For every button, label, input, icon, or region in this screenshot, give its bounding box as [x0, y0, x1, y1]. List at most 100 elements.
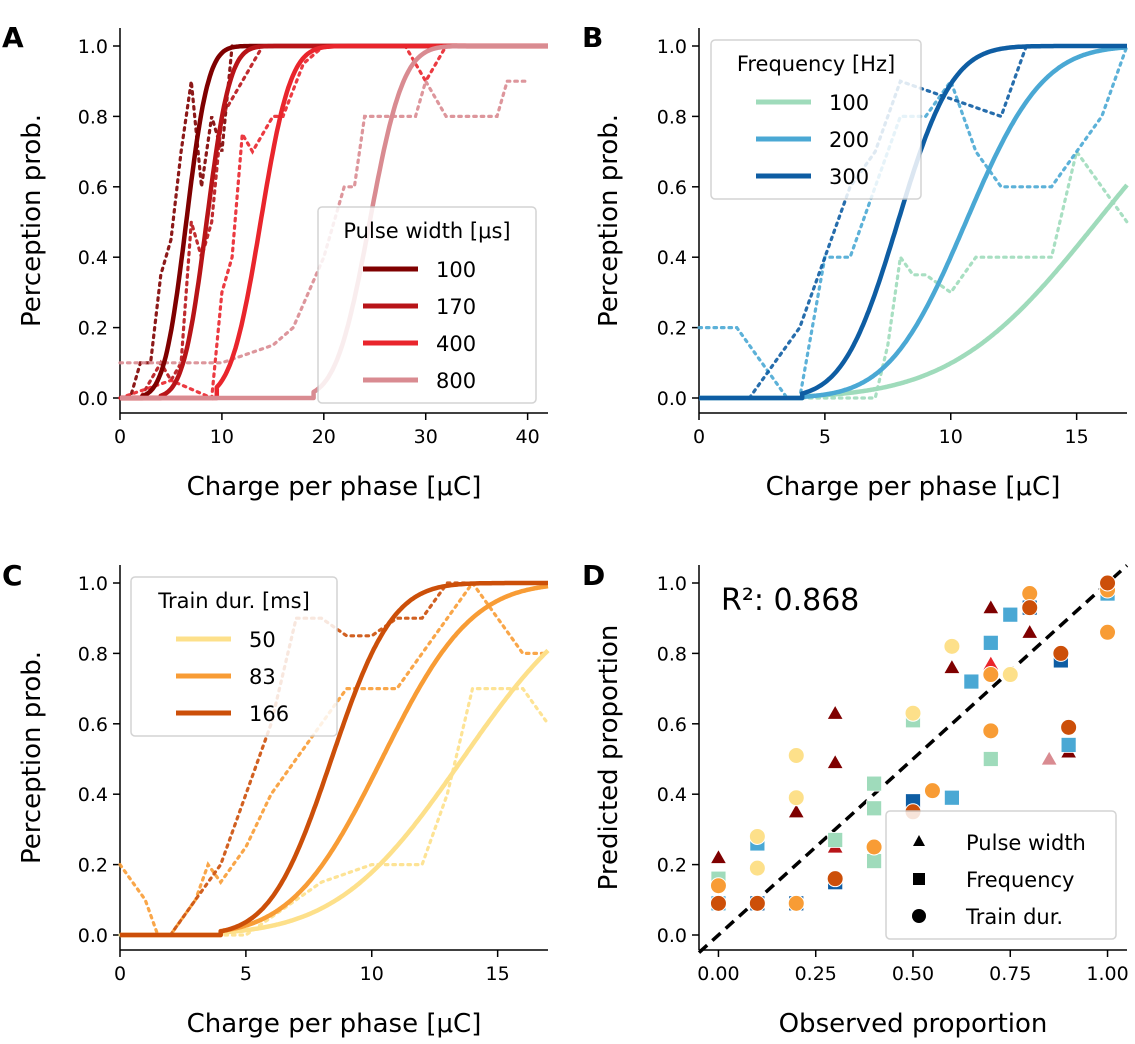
scatter-point [1099, 623, 1117, 641]
y-tick-label: 0.4 [78, 784, 108, 806]
scatter-point [982, 598, 1000, 615]
observed-line-200 [697, 44, 1129, 400]
scatter-point [827, 832, 844, 848]
y-axis-label: Predicted proportion [594, 625, 624, 891]
y-tick-label: 1.0 [657, 36, 687, 58]
x-axis-label: Charge per phase [μC] [187, 1009, 482, 1039]
scatter-point [866, 853, 882, 869]
scatter-point [944, 789, 960, 806]
legend-label: 166 [249, 702, 289, 726]
panel-letter: C [2, 559, 23, 592]
scatter-point [1021, 599, 1039, 617]
scatter-point [1021, 623, 1039, 639]
x-tick-label: 5 [240, 963, 252, 985]
x-tick-label: 0.25 [795, 963, 837, 985]
x-axis-label: Observed proportion [779, 1009, 1048, 1039]
x-tick-label: 15 [1065, 426, 1089, 448]
y-tick-label: 0.4 [78, 247, 108, 269]
y-tick-label: 0.6 [78, 714, 108, 736]
r-squared-annotation: R²: 0.868 [721, 583, 859, 618]
scatter-point [865, 838, 883, 856]
y-tick-label: 0.6 [657, 177, 687, 199]
x-tick-label: 10 [210, 426, 234, 448]
legend-marker [913, 873, 925, 885]
identity-line [697, 564, 1129, 954]
y-tick-label: 0.6 [657, 714, 687, 736]
panel-a: A 0.0 0.2 0.4 0.6 0.8 1.0 0 10 20 30 40 Charge per p… [2, 21, 549, 502]
y-tick-label: 0.0 [657, 925, 687, 947]
legend: Pulse width [μs] 100 170 400 800 [317, 206, 537, 404]
y-tick-label: 0.0 [78, 388, 108, 410]
y-tick-label: 0.2 [78, 318, 108, 340]
y-tick-label: 0.8 [78, 106, 108, 128]
panel-letter: B [582, 21, 603, 54]
legend-title: Train dur. [ms] [157, 589, 310, 613]
x-axis-label: Charge per phase [μC] [187, 472, 482, 502]
scatter-point [904, 704, 922, 722]
scatter-point [1060, 737, 1077, 753]
observed-line-800 [118, 77, 530, 365]
legend-label: 83 [249, 665, 276, 689]
scatter-point [1052, 644, 1070, 662]
legend-box [710, 39, 922, 200]
scatter-point [1099, 574, 1117, 592]
legend: Train dur. [ms] 50 83 166 [130, 576, 338, 737]
scatter-point [1040, 750, 1058, 766]
panel-c: C 0.0 0.2 0.4 0.6 0.8 1.0 0 5 10 15 Charge per phas… [2, 559, 550, 1039]
scatter-point [982, 751, 999, 767]
x-tick-label: 30 [414, 426, 438, 448]
scatter-point [982, 722, 1000, 740]
y-axis-label: Perception prob. [17, 114, 47, 327]
fit-curve-166 [119, 580, 549, 938]
scatter-point [943, 658, 961, 674]
panel-b: B 0.0 0.2 0.4 0.6 0.8 1.0 0 5 10 15 Charge per phas… [582, 21, 1129, 502]
legend-label: 100 [436, 258, 476, 282]
scatter-point [826, 870, 844, 888]
observed-line-100 [118, 44, 234, 400]
legend-label: 100 [829, 91, 869, 115]
scatter-point [787, 894, 805, 912]
observed-line-170 [118, 44, 428, 400]
scatter-point [709, 848, 728, 864]
y-tick-label: 1.0 [78, 573, 108, 595]
observed-line-400 [118, 44, 530, 401]
y-tick-label: 0.8 [657, 106, 687, 128]
legend: Frequency [Hz] 100 200 300 [710, 39, 922, 200]
y-tick-label: 0.8 [78, 643, 108, 665]
y-tick-label: 0.0 [657, 388, 687, 410]
y-tick-label: 0.4 [657, 784, 687, 806]
scatter-point [866, 800, 882, 817]
scatter-point [943, 637, 961, 655]
x-tick-label: 0 [114, 963, 126, 985]
legend-marker [913, 835, 925, 846]
y-axis-label: Perception prob. [17, 651, 47, 864]
legend-title: Frequency [Hz] [737, 52, 895, 76]
scatter-point [787, 802, 805, 819]
y-tick-label: 1.0 [78, 36, 108, 58]
x-tick-label: 10 [939, 426, 963, 448]
legend-title: Pulse width [μs] [343, 219, 510, 243]
y-tick-label: 0.8 [657, 643, 687, 665]
panel-letter: A [2, 21, 24, 54]
y-tick-label: 0.2 [657, 855, 687, 877]
legend-box [130, 576, 338, 737]
y-tick-label: 0.2 [657, 318, 687, 340]
y-tick-label: 0.2 [78, 855, 108, 877]
panel-letter: D [582, 559, 605, 592]
x-tick-label: 5 [819, 426, 831, 448]
legend-label: 300 [829, 165, 869, 189]
x-tick-label: 40 [516, 426, 540, 448]
legend-label: 400 [436, 332, 476, 356]
scatter-point [1060, 718, 1078, 736]
scatter-point [709, 877, 727, 895]
legend: Pulse width Frequency Train dur. [885, 810, 1117, 940]
scatter-point [963, 673, 980, 690]
scatter-point [982, 634, 999, 651]
scatter-point [866, 775, 882, 792]
scatter-point [1002, 606, 1019, 623]
x-tick-label: 0.00 [697, 963, 739, 985]
y-tick-label: 0.0 [78, 925, 108, 947]
x-tick-label: 0 [114, 426, 126, 448]
legend-box [885, 810, 1117, 940]
